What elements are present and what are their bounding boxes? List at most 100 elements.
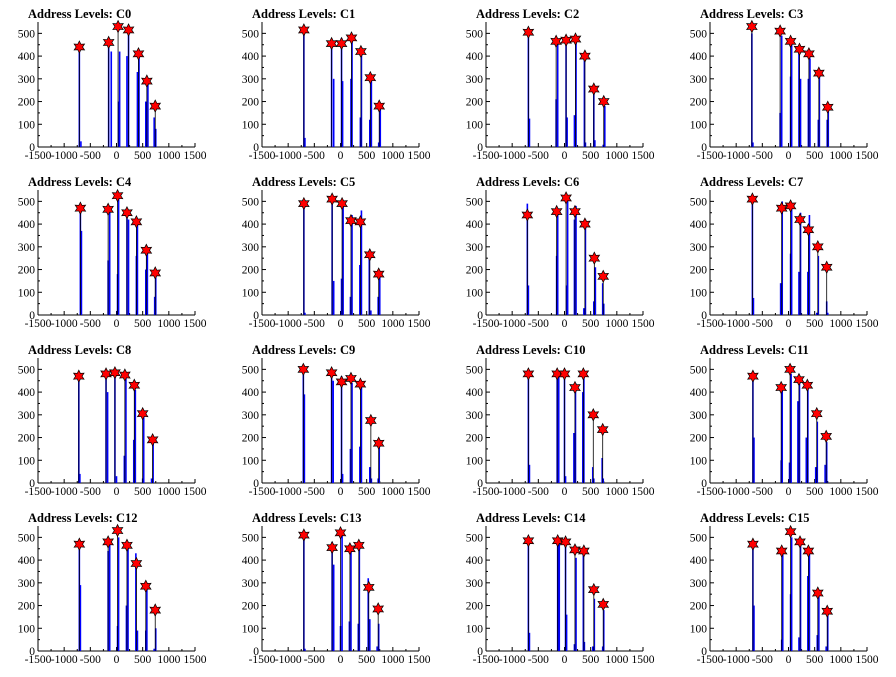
y-tick-label: 200: [466, 97, 484, 109]
peak-star-marker: [326, 192, 339, 206]
peak-star-marker: [801, 378, 814, 393]
chart-panel: Address Levels: C40100200300400500-1500-…: [18, 175, 207, 330]
y-tick-label: 500: [466, 532, 484, 544]
x-tick-label: 1500: [632, 654, 655, 666]
y-tick-label: 0: [253, 142, 259, 154]
peak-star-marker: [372, 436, 385, 451]
y-tick-label: 400: [466, 555, 484, 567]
x-tick-label: 0: [338, 318, 344, 330]
y-tick-label: 400: [466, 51, 484, 63]
x-tick-label: 1000: [829, 654, 852, 666]
peak-star-marker: [820, 260, 833, 275]
peak-star-marker: [569, 380, 581, 395]
peak-star-marker: [579, 217, 591, 231]
peak-star-marker: [149, 266, 162, 280]
x-tick-label: -1000: [275, 486, 302, 498]
y-tick-label: 100: [466, 455, 484, 467]
chart-panel: Address Levels: C11 0 100 200 300 400 500 -1500…: [690, 343, 879, 498]
y-tick-label: 200: [690, 601, 708, 613]
chart-panel: Address Levels: C30100200300400500-1500-…: [690, 7, 879, 162]
y-tick-label: 200: [18, 265, 36, 277]
y-tick-label: 400: [18, 387, 36, 399]
y-tick-label: 200: [690, 97, 708, 109]
x-tick-label: -500: [528, 150, 549, 162]
chart-panel: Address Levels: C10 0 100 200 300 400 500 -1500…: [466, 343, 655, 498]
peak-star-marker: [345, 31, 358, 45]
x-tick-label: -1000: [499, 318, 526, 330]
x-tick-label: -1000: [51, 486, 78, 498]
x-tick-label: -1000: [723, 486, 750, 498]
x-tick-label: -500: [752, 654, 773, 666]
y-tick-label: 400: [242, 219, 260, 231]
peak-star-marker: [811, 240, 824, 254]
x-tick-label: -1000: [499, 150, 526, 162]
peak-star-marker: [74, 201, 87, 215]
y-tick-label: 200: [242, 601, 260, 613]
x-tick-label: 500: [582, 654, 600, 666]
y-tick-label: 200: [466, 433, 484, 445]
x-tick-label: 500: [134, 486, 152, 498]
y-tick-label: 400: [690, 555, 708, 567]
peak-star-marker: [579, 49, 591, 63]
x-tick-label: -500: [304, 654, 325, 666]
y-tick-label: 0: [29, 646, 35, 658]
y-tick-label: 300: [242, 74, 260, 86]
peak-star-marker: [821, 604, 834, 619]
peak-star-marker: [352, 538, 365, 553]
peak-star-marker: [522, 367, 535, 381]
peak-star-marker: [146, 433, 159, 447]
x-tick-label: 1500: [632, 486, 655, 498]
x-tick-label: 1500: [184, 318, 207, 330]
peak-star-marker: [109, 365, 121, 380]
chart-title: Address Levels: C5: [252, 175, 355, 189]
peak-star-marker: [794, 212, 806, 227]
x-tick-label: 1500: [632, 318, 655, 330]
x-tick-label: 500: [582, 150, 600, 162]
chart-panel: Address Levels: C13 0 100 200 300 400 500 -1500…: [242, 511, 431, 666]
y-tick-label: 400: [690, 387, 708, 399]
peak-star-marker: [588, 251, 601, 265]
x-tick-label: -500: [528, 654, 549, 666]
chart-title: Address Levels: C9: [252, 343, 355, 357]
y-tick-label: 200: [18, 601, 36, 613]
y-tick-label: 200: [466, 265, 484, 277]
chart-panel: Address Levels: C15 0 100 200 300 400 500 -1500…: [690, 511, 879, 666]
x-tick-label: -1000: [723, 150, 750, 162]
peak-star-marker: [812, 66, 825, 80]
peak-star-marker: [577, 367, 590, 381]
chart-panel: Address Levels: C90100200300400500-1500-…: [242, 343, 431, 498]
x-tick-label: -500: [80, 654, 101, 666]
y-tick-label: 500: [690, 364, 708, 376]
y-tick-label: 500: [242, 196, 260, 208]
x-tick-label: 500: [806, 150, 824, 162]
y-tick-label: 400: [242, 387, 260, 399]
y-tick-label: 100: [18, 119, 36, 131]
x-tick-label: 1000: [381, 654, 404, 666]
x-tick-label: 1000: [605, 486, 628, 498]
x-tick-label: 1000: [605, 654, 628, 666]
peak-star-marker: [112, 19, 124, 34]
peak-star-marker: [560, 191, 572, 205]
y-tick-label: 100: [690, 455, 708, 467]
y-tick-label: 100: [242, 119, 260, 131]
y-tick-label: 400: [242, 51, 260, 63]
x-tick-label: 500: [806, 318, 824, 330]
peak-star-marker: [128, 378, 141, 393]
y-tick-label: 500: [18, 196, 36, 208]
chart-panel: Address Levels: C50100200300400500-1500-…: [242, 175, 431, 330]
peak-star-marker: [821, 100, 834, 115]
peak-star-marker: [803, 47, 815, 61]
y-tick-label: 500: [18, 532, 36, 544]
x-tick-label: -1500: [25, 318, 52, 330]
y-tick-label: 500: [690, 532, 708, 544]
x-tick-label: -1000: [499, 654, 526, 666]
peak-star-marker: [335, 375, 348, 389]
x-tick-label: 1000: [829, 150, 852, 162]
x-tick-label: 500: [358, 150, 376, 162]
peak-star-marker: [111, 188, 124, 203]
chart-title: Address Levels: C10: [476, 343, 586, 357]
peak-star-marker: [297, 362, 310, 377]
peak-star-marker: [558, 367, 571, 381]
x-tick-label: 1000: [157, 318, 180, 330]
